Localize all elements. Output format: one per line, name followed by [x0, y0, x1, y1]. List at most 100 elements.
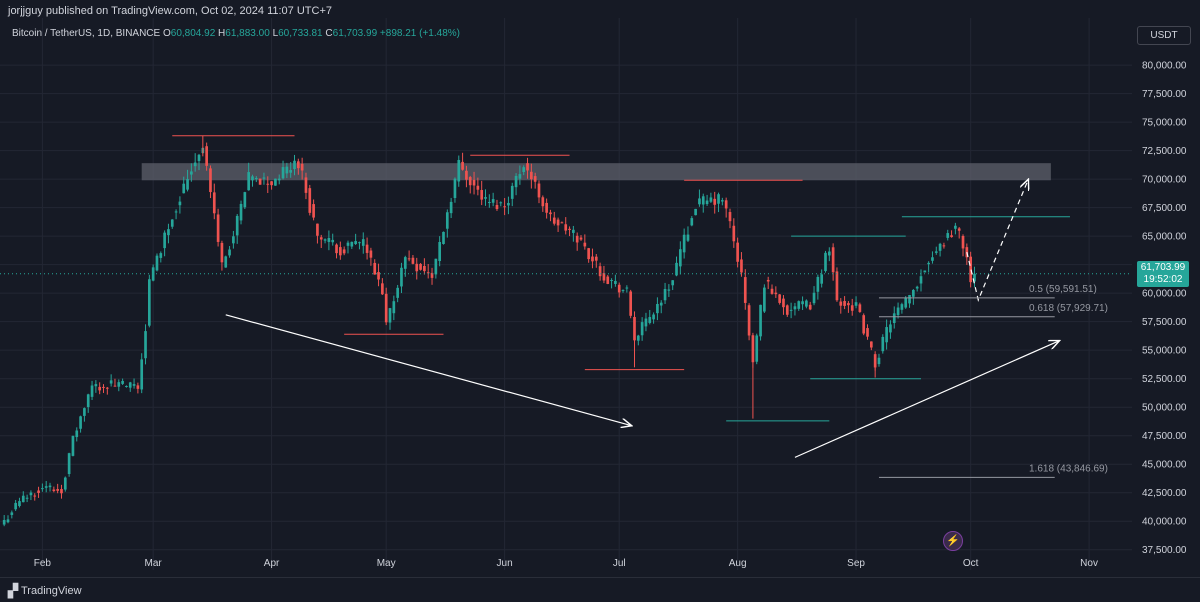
candle-body	[782, 298, 785, 308]
time-tick-label: Feb	[34, 558, 52, 569]
candle-body	[678, 249, 682, 267]
candle-body	[18, 501, 21, 507]
candle-body	[908, 295, 911, 304]
lightning-icon[interactable]: ⚡	[943, 531, 963, 551]
close-value: 61,703.99	[332, 28, 378, 39]
candle-body	[220, 242, 224, 263]
candle-body	[568, 228, 571, 230]
candle-body	[530, 171, 533, 180]
candle-body	[927, 262, 930, 265]
time-tick-label: Sep	[847, 558, 865, 569]
tradingview-brand[interactable]: ▞ TradingView	[8, 583, 82, 599]
trendline-arrow	[225, 314, 631, 426]
candle-body	[866, 328, 869, 337]
open-value: 60,804.92	[170, 28, 216, 39]
candle-body	[21, 495, 25, 503]
candle-body	[900, 304, 904, 310]
candle-body	[396, 287, 399, 298]
candle-body	[281, 167, 285, 179]
candle-body	[564, 224, 568, 231]
candle-body	[820, 274, 824, 284]
candle-body	[644, 318, 648, 327]
candle-body	[117, 382, 121, 387]
price-tick-label: 40,000.00	[1142, 517, 1187, 528]
candle-body	[522, 167, 526, 173]
candle-body	[167, 229, 170, 236]
candle-body	[155, 255, 159, 271]
fib-label: 1.618 (43,846.69)	[1029, 463, 1108, 474]
candle-body	[296, 161, 300, 169]
footer-bar: ▞ TradingView	[0, 577, 1200, 602]
candle-body	[698, 198, 701, 205]
candle-body	[216, 214, 220, 242]
price-axis: 37,500.00 40,000.00 42,500.00 45,000.00 47,5…	[1142, 61, 1187, 557]
candle-body	[954, 225, 957, 229]
candle-body	[701, 196, 705, 205]
candle-body	[411, 257, 415, 264]
drawings	[0, 180, 1132, 458]
candle-body	[113, 385, 117, 387]
candle-body	[747, 305, 751, 336]
candle-body	[667, 289, 671, 291]
projection-path	[966, 180, 1028, 302]
candle-body	[824, 252, 827, 272]
candle-body	[751, 335, 755, 363]
candle-body	[812, 292, 816, 304]
candle-body	[938, 243, 942, 251]
candle-body	[721, 200, 724, 202]
candle-body	[449, 201, 453, 214]
candle-body	[270, 181, 273, 186]
high-label: H	[218, 28, 226, 39]
close-label: C	[325, 28, 333, 39]
candle-body	[373, 262, 377, 275]
candle-body	[190, 171, 193, 175]
candle-body	[572, 229, 575, 233]
candle-body	[759, 304, 762, 337]
candle-body	[621, 290, 625, 292]
candle-body	[854, 302, 858, 306]
candle-body	[434, 258, 438, 275]
candle-body	[274, 178, 277, 186]
candle-body	[827, 251, 831, 256]
candle-body	[885, 327, 888, 343]
low-label: L	[272, 28, 279, 39]
candle-body	[614, 280, 617, 284]
time-tick-label: Mar	[145, 558, 163, 569]
candle-body	[75, 430, 79, 438]
candle-body	[60, 489, 63, 494]
candle-body	[686, 234, 690, 241]
candle-body	[209, 168, 212, 193]
candle-body	[346, 242, 350, 246]
price-tick-label: 80,000.00	[1142, 61, 1187, 72]
candle-body	[839, 301, 843, 306]
candle-body	[484, 197, 487, 199]
candle-body	[243, 192, 247, 208]
candle-body	[636, 335, 640, 341]
price-tick-label: 60,000.00	[1142, 289, 1187, 300]
chart-grid	[0, 18, 1132, 570]
candle-body	[365, 244, 369, 253]
candle-body	[583, 242, 587, 247]
candle-body	[728, 212, 732, 222]
candle-body	[319, 237, 323, 240]
candle-body	[610, 280, 613, 282]
candle-body	[556, 219, 560, 226]
candle-body	[785, 305, 789, 315]
price-tick-label: 55,000.00	[1142, 346, 1187, 357]
currency-selector[interactable]: USDT	[1137, 26, 1191, 45]
candle-body	[694, 208, 697, 216]
candle-body	[541, 197, 545, 207]
candle-body	[549, 212, 552, 215]
candle-body	[705, 200, 709, 205]
candle-body	[63, 477, 67, 490]
candle-body	[300, 163, 304, 171]
candle-body	[128, 382, 132, 388]
candle-body	[503, 206, 506, 208]
open-label: O	[162, 28, 171, 39]
candle-body	[923, 270, 927, 273]
candle-body	[388, 308, 392, 323]
candle-body	[277, 178, 281, 181]
time-tick-label: Apr	[264, 558, 280, 569]
resistance-zone	[141, 163, 1051, 181]
